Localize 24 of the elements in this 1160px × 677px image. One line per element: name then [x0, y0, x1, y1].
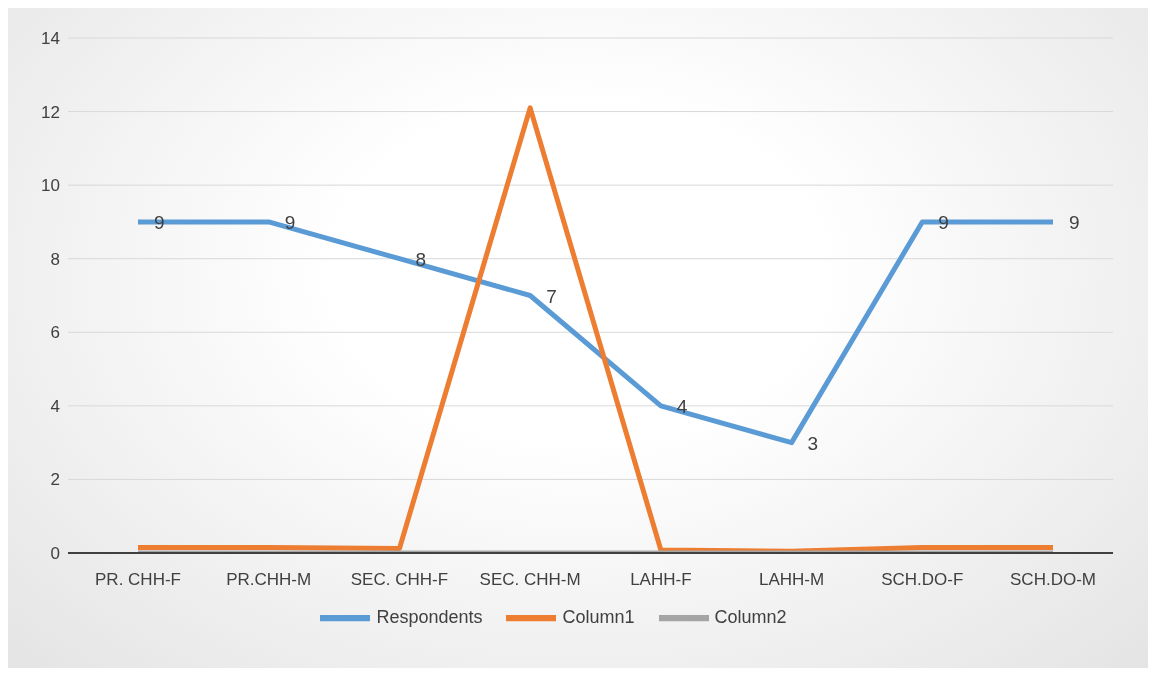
- data-label: 7: [546, 285, 557, 307]
- legend-label: Respondents: [375, 606, 484, 627]
- data-label: 9: [1069, 211, 1080, 233]
- x-tick-label: SEC. CHH-M: [479, 570, 581, 590]
- y-tick-label: 2: [50, 470, 60, 490]
- data-label: 9: [154, 211, 165, 233]
- x-tick-label: SCH.DO-M: [1010, 570, 1096, 590]
- y-tick-label: 4: [50, 396, 60, 416]
- y-tick-label: 8: [50, 249, 60, 269]
- legend-label: Column2: [713, 606, 788, 627]
- y-tick-label: 6: [50, 323, 60, 343]
- x-tick-label: PR.CHH-M: [226, 570, 312, 590]
- data-label: 3: [807, 432, 819, 454]
- y-tick-label: 10: [41, 176, 60, 196]
- legend-label: Column1: [561, 606, 636, 627]
- data-label: 9: [938, 211, 949, 233]
- x-tick-label: LAHH-F: [630, 570, 692, 590]
- y-tick-label: 12: [41, 102, 60, 122]
- x-tick-label: SCH.DO-F: [881, 570, 964, 590]
- y-tick-label: 14: [41, 29, 60, 49]
- x-tick-label: LAHH-M: [758, 570, 825, 590]
- x-tick-label: PR. CHH-F: [95, 570, 181, 590]
- x-tick-label: SEC. CHH-F: [350, 570, 449, 590]
- y-tick-label: 0: [50, 544, 60, 564]
